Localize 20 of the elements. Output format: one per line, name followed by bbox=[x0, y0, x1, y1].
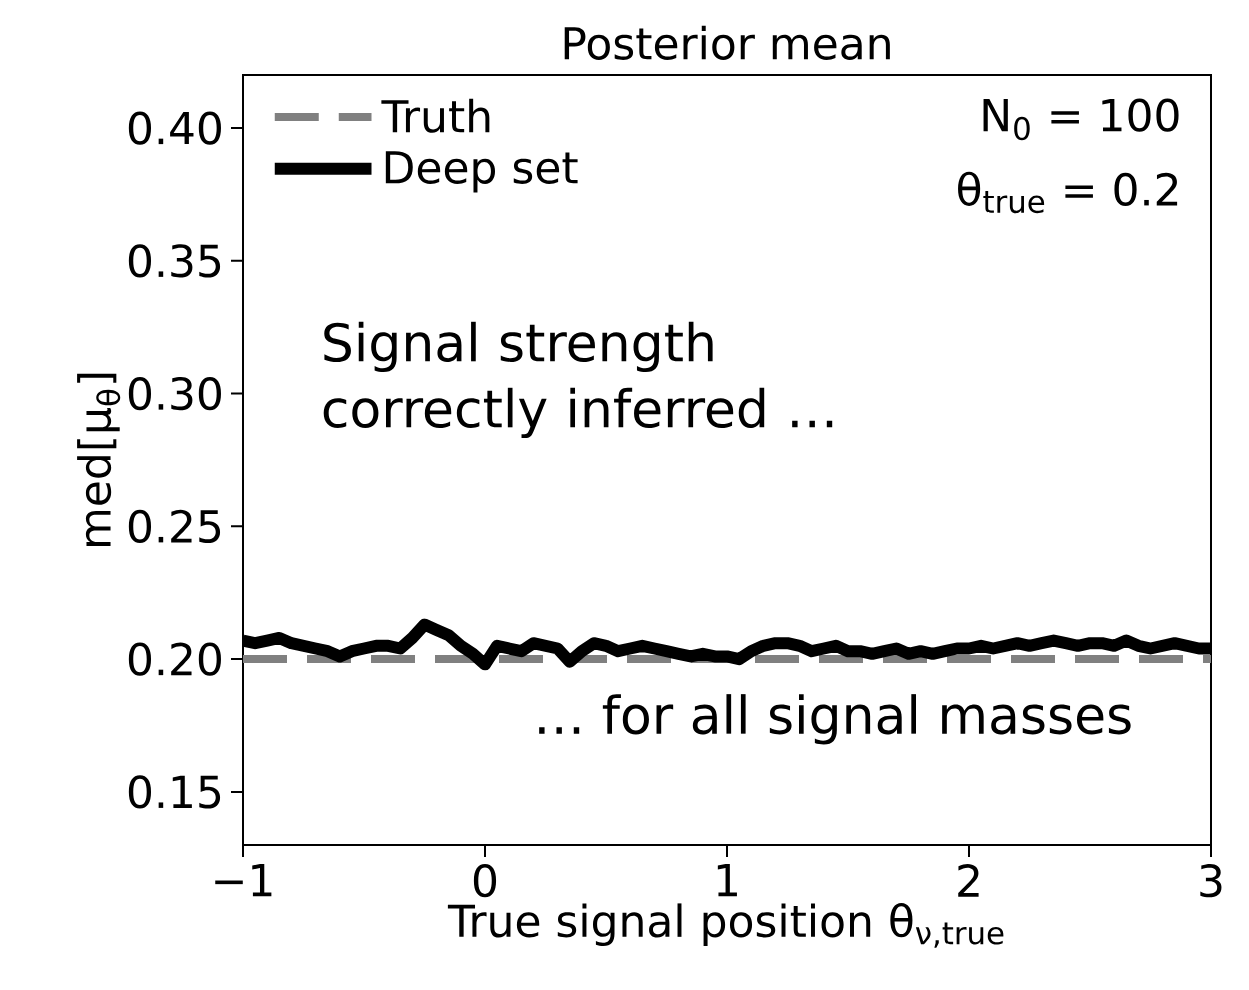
x-tick-label: 3 bbox=[1200, 864, 1222, 898]
y-tick-label: 0.40 bbox=[128, 111, 221, 145]
x-tick-label: 2 bbox=[958, 864, 979, 897]
y-tick-label: 0.30 bbox=[128, 376, 221, 411]
x-tick-label: −1 bbox=[215, 864, 272, 897]
legend-label: Truth bbox=[381, 98, 490, 133]
y-axis-title: med[μ$_{θ}$] bbox=[77, 373, 121, 547]
legend-label: Deep set bbox=[385, 151, 578, 193]
annotation: N$_{0}$ = 100 bbox=[983, 98, 1179, 141]
y-tick-label: 0.25 bbox=[128, 509, 221, 544]
y-tick-label: 0.15 bbox=[128, 775, 221, 809]
annotation: … for all signal masses bbox=[539, 694, 1131, 745]
x-tick-label: 1 bbox=[717, 864, 737, 897]
y-tick-label: 0.20 bbox=[128, 642, 221, 676]
y-tick-label: 0.35 bbox=[128, 244, 221, 278]
x-tick-label: 0 bbox=[473, 864, 497, 898]
annotation: θ$_{true}$ = 0.2 bbox=[958, 171, 1178, 214]
chart-title: Posterior mean bbox=[564, 25, 890, 60]
annotation: Signal strength correctly inferred … bbox=[323, 321, 833, 439]
x-axis-title: True signal position θ$_{ν,true}$ bbox=[447, 903, 1004, 948]
